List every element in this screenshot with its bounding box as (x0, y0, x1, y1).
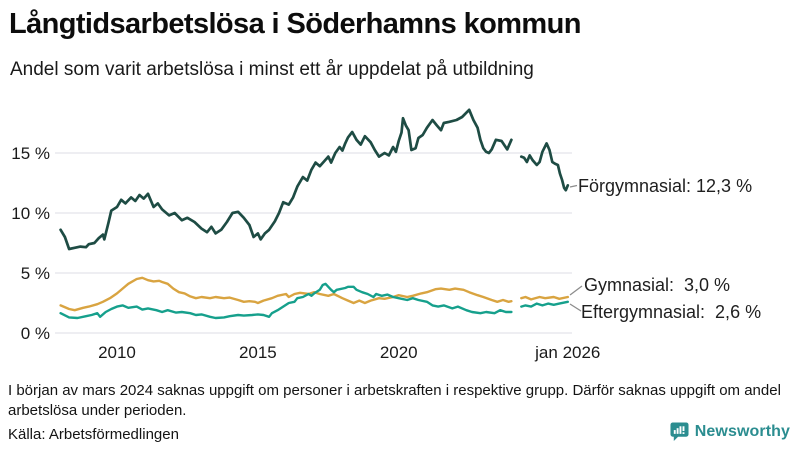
series-line-eftergymnasial (520, 300, 569, 308)
page-title: Långtidsarbetslösa i Söderhamns kommun (9, 8, 581, 40)
series-label-forgymnasial: Förgymnasial: 12,3 % (578, 176, 753, 196)
x-axis-tick-label: 2015 (239, 343, 277, 362)
y-axis-tick-label: 15 % (11, 144, 50, 163)
speech-bubble-bar-chart-icon (670, 422, 689, 441)
series-line-förgymnasial (519, 142, 570, 192)
label-connector (569, 285, 583, 296)
label-connector (569, 303, 582, 312)
footnote: I början av mars 2024 saknas uppgift om … (8, 382, 781, 419)
series-line-eftergymnasial (59, 282, 513, 320)
y-axis-tick-label: 5 % (21, 264, 50, 283)
y-axis-tick-label: 10 % (11, 204, 50, 223)
x-axis-tick-label: jan 2026 (534, 343, 600, 362)
x-axis-tick-label: 2020 (380, 343, 418, 362)
series-line-gymnasial (520, 295, 569, 301)
series-label-eftergymnasial: Eftergymnasial: 2,6 % (581, 302, 762, 322)
page-subtitle: Andel som varit arbetslösa i minst ett å… (10, 59, 534, 80)
y-axis-tick-label: 0 % (21, 324, 50, 343)
x-axis-tick-label: 2010 (98, 343, 136, 362)
series-line-förgymnasial (59, 108, 513, 251)
label-connector (569, 184, 578, 188)
newsworthy-logo[interactable]: Newsworthy (670, 422, 790, 441)
series-line-gymnasial (59, 276, 513, 312)
source-credit: Källa: Arbetsförmedlingen (8, 426, 179, 443)
newsworthy-logo-text: Newsworthy (694, 422, 790, 440)
series-label-gymnasial: Gymnasial: 3,0 % (584, 275, 731, 295)
chart-svg: 0 % 5 % 10 % 15 % 2010 2015 2020 jan 2026 (11, 108, 600, 362)
